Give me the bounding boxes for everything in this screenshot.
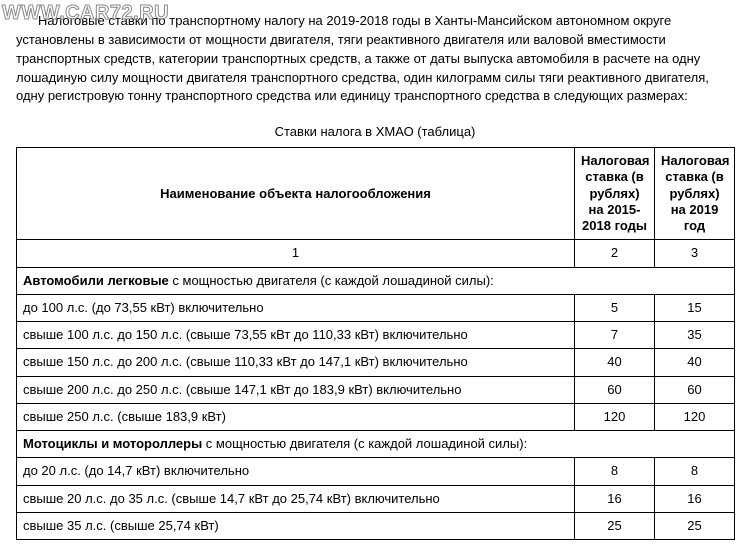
table-row: свыше 200 л.с. до 250 л.с. (свыше 147,1 … — [17, 376, 735, 403]
row-name: свыше 250 л.с. (свыше 183,9 кВт) — [17, 403, 575, 430]
row-rate-b: 8 — [655, 458, 735, 485]
table-row: до 100 л.с. (до 73,55 кВт) включительно … — [17, 294, 735, 321]
row-rate-b: 25 — [655, 512, 735, 539]
row-rate-a: 40 — [575, 349, 655, 376]
colnum-3: 3 — [655, 240, 735, 267]
table-row: свыше 100 л.с. до 150 л.с. (свыше 73,55 … — [17, 322, 735, 349]
category-moto-label: Мотоциклы и мотороллеры с мощностью двиг… — [17, 431, 735, 458]
row-rate-a: 7 — [575, 322, 655, 349]
table-row: до 20 л.с. (до 14,7 кВт) включительно 8 … — [17, 458, 735, 485]
row-rate-b: 15 — [655, 294, 735, 321]
tax-rates-table: Наименование объекта налогообложения Нал… — [16, 147, 735, 540]
table-header-row: Наименование объекта налогообложения Нал… — [17, 148, 735, 240]
row-rate-b: 60 — [655, 376, 735, 403]
table-numbering-row: 1 2 3 — [17, 240, 735, 267]
table-row: свыше 20 л.с. до 35 л.с. (свыше 14,7 кВт… — [17, 485, 735, 512]
col-header-rate-2019: Налоговая ставка (в рублях) на 2019 год — [655, 148, 735, 240]
row-rate-a: 8 — [575, 458, 655, 485]
row-name: свыше 150 л.с. до 200 л.с. (свыше 110,33… — [17, 349, 575, 376]
row-rate-b: 40 — [655, 349, 735, 376]
row-rate-a: 25 — [575, 512, 655, 539]
row-name: до 100 л.с. (до 73,55 кВт) включительно — [17, 294, 575, 321]
col-header-rate-2015-2018: Налоговая ставка (в рублях) на 2015-2018… — [575, 148, 655, 240]
colnum-1: 1 — [17, 240, 575, 267]
table-row: свыше 250 л.с. (свыше 183,9 кВт) 120 120 — [17, 403, 735, 430]
row-name: свыше 20 л.с. до 35 л.с. (свыше 14,7 кВт… — [17, 485, 575, 512]
row-name: свыше 200 л.с. до 250 л.с. (свыше 147,1 … — [17, 376, 575, 403]
row-rate-a: 60 — [575, 376, 655, 403]
row-name: свыше 100 л.с. до 150 л.с. (свыше 73,55 … — [17, 322, 575, 349]
row-rate-b: 35 — [655, 322, 735, 349]
row-name: до 20 л.с. (до 14,7 кВт) включительно — [17, 458, 575, 485]
row-name: свыше 35 л.с. (свыше 25,74 кВт) — [17, 512, 575, 539]
row-rate-b: 16 — [655, 485, 735, 512]
col-header-name: Наименование объекта налогообложения — [17, 148, 575, 240]
category-cars-label: Автомобили легковые с мощностью двигател… — [17, 267, 735, 294]
table-caption: Ставки налога в ХМАО (таблица) — [16, 124, 734, 139]
row-rate-a: 16 — [575, 485, 655, 512]
category-row-moto: Мотоциклы и мотороллеры с мощностью двиг… — [17, 431, 735, 458]
row-rate-b: 120 — [655, 403, 735, 430]
row-rate-a: 5 — [575, 294, 655, 321]
category-row-cars: Автомобили легковые с мощностью двигател… — [17, 267, 735, 294]
colnum-2: 2 — [575, 240, 655, 267]
table-row: свыше 35 л.с. (свыше 25,74 кВт) 25 25 — [17, 512, 735, 539]
table-row: свыше 150 л.с. до 200 л.с. (свыше 110,33… — [17, 349, 735, 376]
row-rate-a: 120 — [575, 403, 655, 430]
intro-paragraph: Налоговые ставки по транспортному налогу… — [16, 12, 734, 106]
